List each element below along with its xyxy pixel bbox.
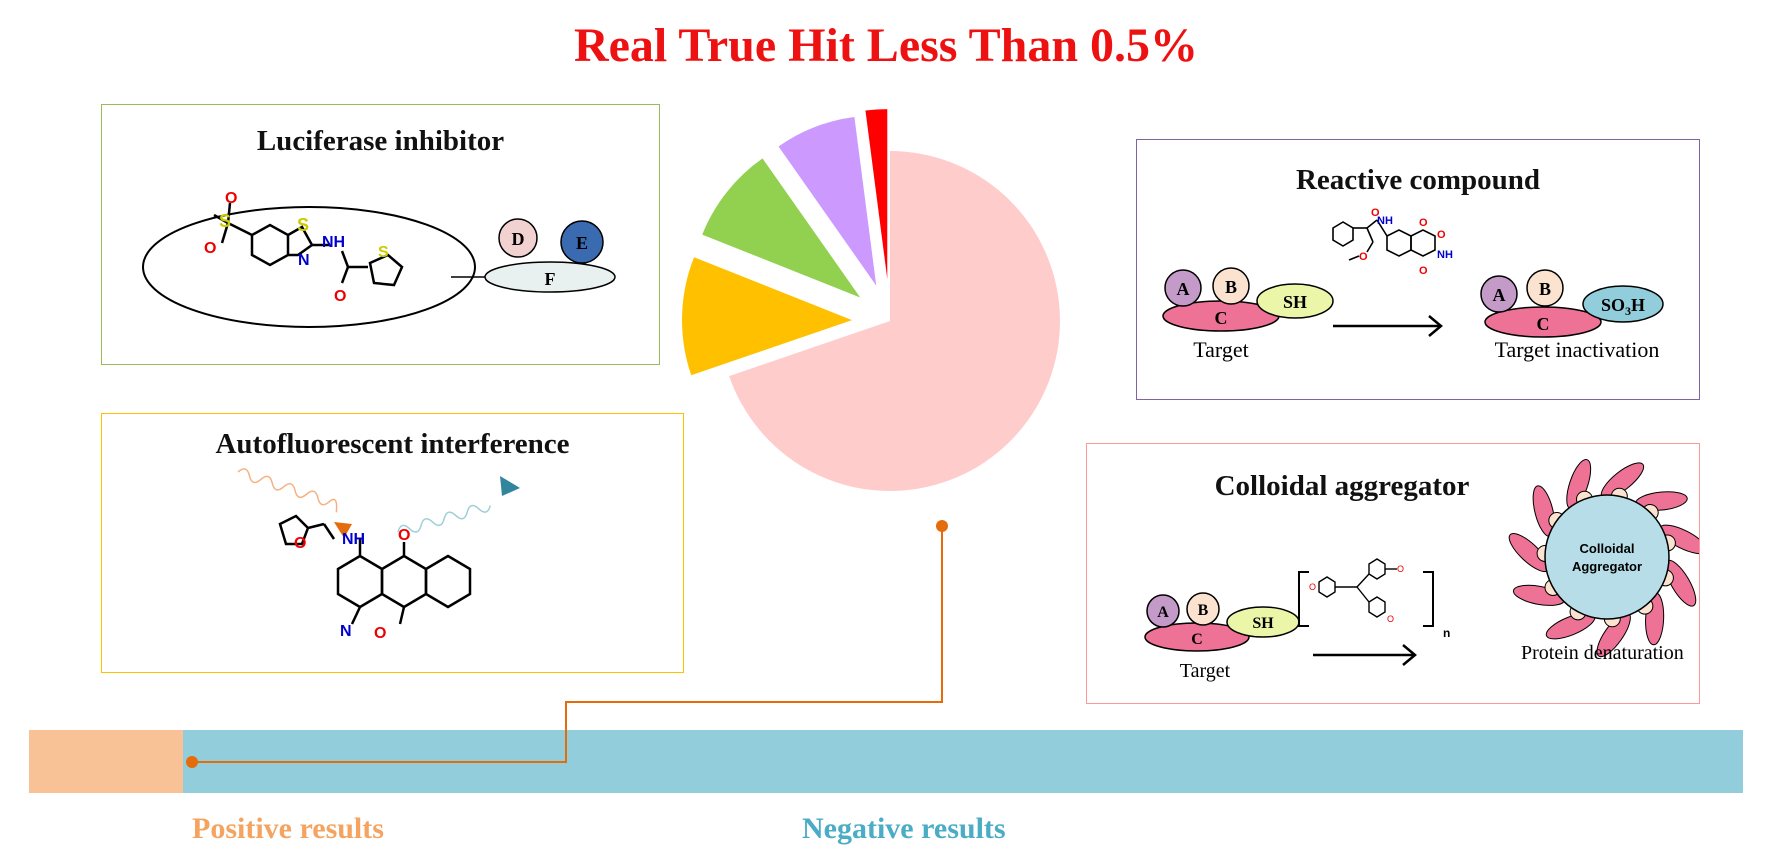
svg-text:O: O [1397, 564, 1404, 574]
colloidal-molecule [1318, 558, 1397, 618]
pie-slice-luciferase-inhibitor [702, 158, 861, 298]
svg-text:O: O [294, 535, 306, 552]
protein-c-right-label: C [1537, 314, 1550, 334]
negative-results-label: Negative results [802, 812, 1006, 845]
compound-ellipse [142, 206, 476, 328]
bracket-right [1423, 571, 1434, 627]
colloidal-target-label: Target [1180, 660, 1231, 682]
svg-text:O: O [1387, 614, 1394, 624]
colloidal-result-label: Protein denaturation [1521, 642, 1684, 664]
svg-text:N: N [298, 252, 310, 269]
svg-text:S: S [297, 215, 309, 235]
protein-d [498, 218, 538, 258]
svg-text:N: N [340, 623, 352, 640]
so3h-group [1582, 285, 1664, 323]
reactive-panel: Reactive compound C A B SH Target NH O O… [1136, 139, 1700, 400]
reactive-molecule [1332, 219, 1436, 261]
colloidal-protein-a-label: A [1157, 604, 1169, 621]
sh-group-label: SH [1283, 292, 1307, 312]
excitation-wave [237, 468, 338, 513]
pie-slice-colloidal-aggregator [778, 116, 877, 286]
protein-b-left-label: B [1225, 277, 1237, 297]
protein-c-right [1484, 306, 1602, 338]
emission-arrow-head [500, 476, 520, 496]
protein-c-left-label: C [1215, 308, 1228, 328]
polymer-n-label: n [1443, 626, 1450, 640]
colloidal-panel-title: Colloidal aggregator [1214, 470, 1470, 502]
protein-f [484, 261, 616, 293]
protein-b-right-label: B [1539, 279, 1551, 299]
pie-chart [682, 109, 1060, 491]
svg-text:O: O [204, 240, 216, 257]
svg-text:O: O [398, 527, 410, 544]
reactive-result-label: Target inactivation [1495, 337, 1660, 362]
colloidal-protein-c-label: C [1191, 631, 1203, 648]
autofluorescent-panel-title: Autofluorescent interference [215, 428, 570, 460]
reactive-illustration: C A B SH Target NH O O O O NH O C [1162, 207, 1664, 362]
luciferase-molecule [213, 202, 404, 287]
pie-slice-autofluorescent-interference [682, 257, 853, 376]
autofluorescent-panel: Autofluorescent interference O NH O N O [101, 413, 684, 673]
colloidal-sh-label: SH [1252, 615, 1274, 632]
protein-a-left [1164, 269, 1202, 307]
protein-d-label: D [512, 229, 525, 249]
svg-text:O: O [225, 190, 237, 207]
svg-text:O: O [374, 625, 386, 642]
so3h-group-label: SO3H [1601, 295, 1645, 318]
page-title: Real True Hit Less Than 0.5% [573, 19, 1199, 72]
svg-text:O: O [1309, 582, 1316, 592]
pie-slice-negative-results [729, 151, 1060, 491]
protein-b-right [1526, 269, 1564, 307]
svg-text:O: O [1437, 229, 1446, 241]
protein-b-left [1212, 267, 1250, 305]
svg-text:O: O [334, 288, 346, 305]
colloidal-panel: Colloidal aggregator C A B SH Target n O… [1086, 443, 1700, 704]
positive-results-bar [29, 730, 183, 793]
protein-a-right [1480, 275, 1518, 313]
protein-e-label: E [576, 233, 588, 253]
negative-results-bar [183, 730, 1743, 793]
svg-text:NH: NH [342, 531, 365, 548]
aggregate-label-line2: Aggregator [1572, 559, 1642, 574]
luciferase-panel-title: Luciferase inhibitor [256, 125, 505, 157]
svg-text:O: O [1371, 207, 1380, 219]
autofluorescent-illustration: O NH O N O [237, 468, 520, 642]
reactive-panel-title: Reactive compound [1295, 164, 1541, 196]
bracket-left [1298, 571, 1309, 627]
protein-e [560, 220, 604, 264]
pie-slice-reactive-compound [865, 109, 888, 280]
svg-text:NH: NH [1377, 215, 1393, 227]
sh-group [1256, 283, 1334, 319]
svg-text:NH: NH [322, 234, 345, 251]
svg-text:NH: NH [1437, 249, 1453, 261]
colloidal-protein-b-label: B [1198, 602, 1209, 619]
svg-text:O: O [1359, 251, 1368, 263]
svg-text:O: O [1419, 217, 1428, 229]
svg-text:S: S [219, 211, 231, 231]
autofluorescent-molecule [278, 514, 472, 625]
reactive-target-label: Target [1193, 337, 1248, 362]
protein-a-right-label: A [1493, 285, 1506, 305]
svg-text:O: O [1419, 265, 1428, 277]
colloidal-protein-a [1146, 594, 1180, 628]
luciferase-illustration: S N NH O S S O O F D E [142, 190, 616, 328]
luciferase-panel: Luciferase inhibitor S N NH O S S O O F [101, 104, 660, 365]
positive-results-label: Positive results [192, 812, 384, 845]
colloidal-protein-b [1186, 592, 1220, 626]
aggregate-label-line1: Colloidal [1580, 541, 1635, 556]
protein-f-label: F [545, 269, 556, 289]
colloidal-illustration: C A B SH Target n O O O Colloidal Aggreg… [1144, 459, 1699, 682]
protein-a-left-label: A [1177, 279, 1190, 299]
colloidal-aggregate-core [1544, 494, 1670, 620]
emission-wave [397, 504, 492, 533]
svg-text:S: S [378, 244, 389, 261]
